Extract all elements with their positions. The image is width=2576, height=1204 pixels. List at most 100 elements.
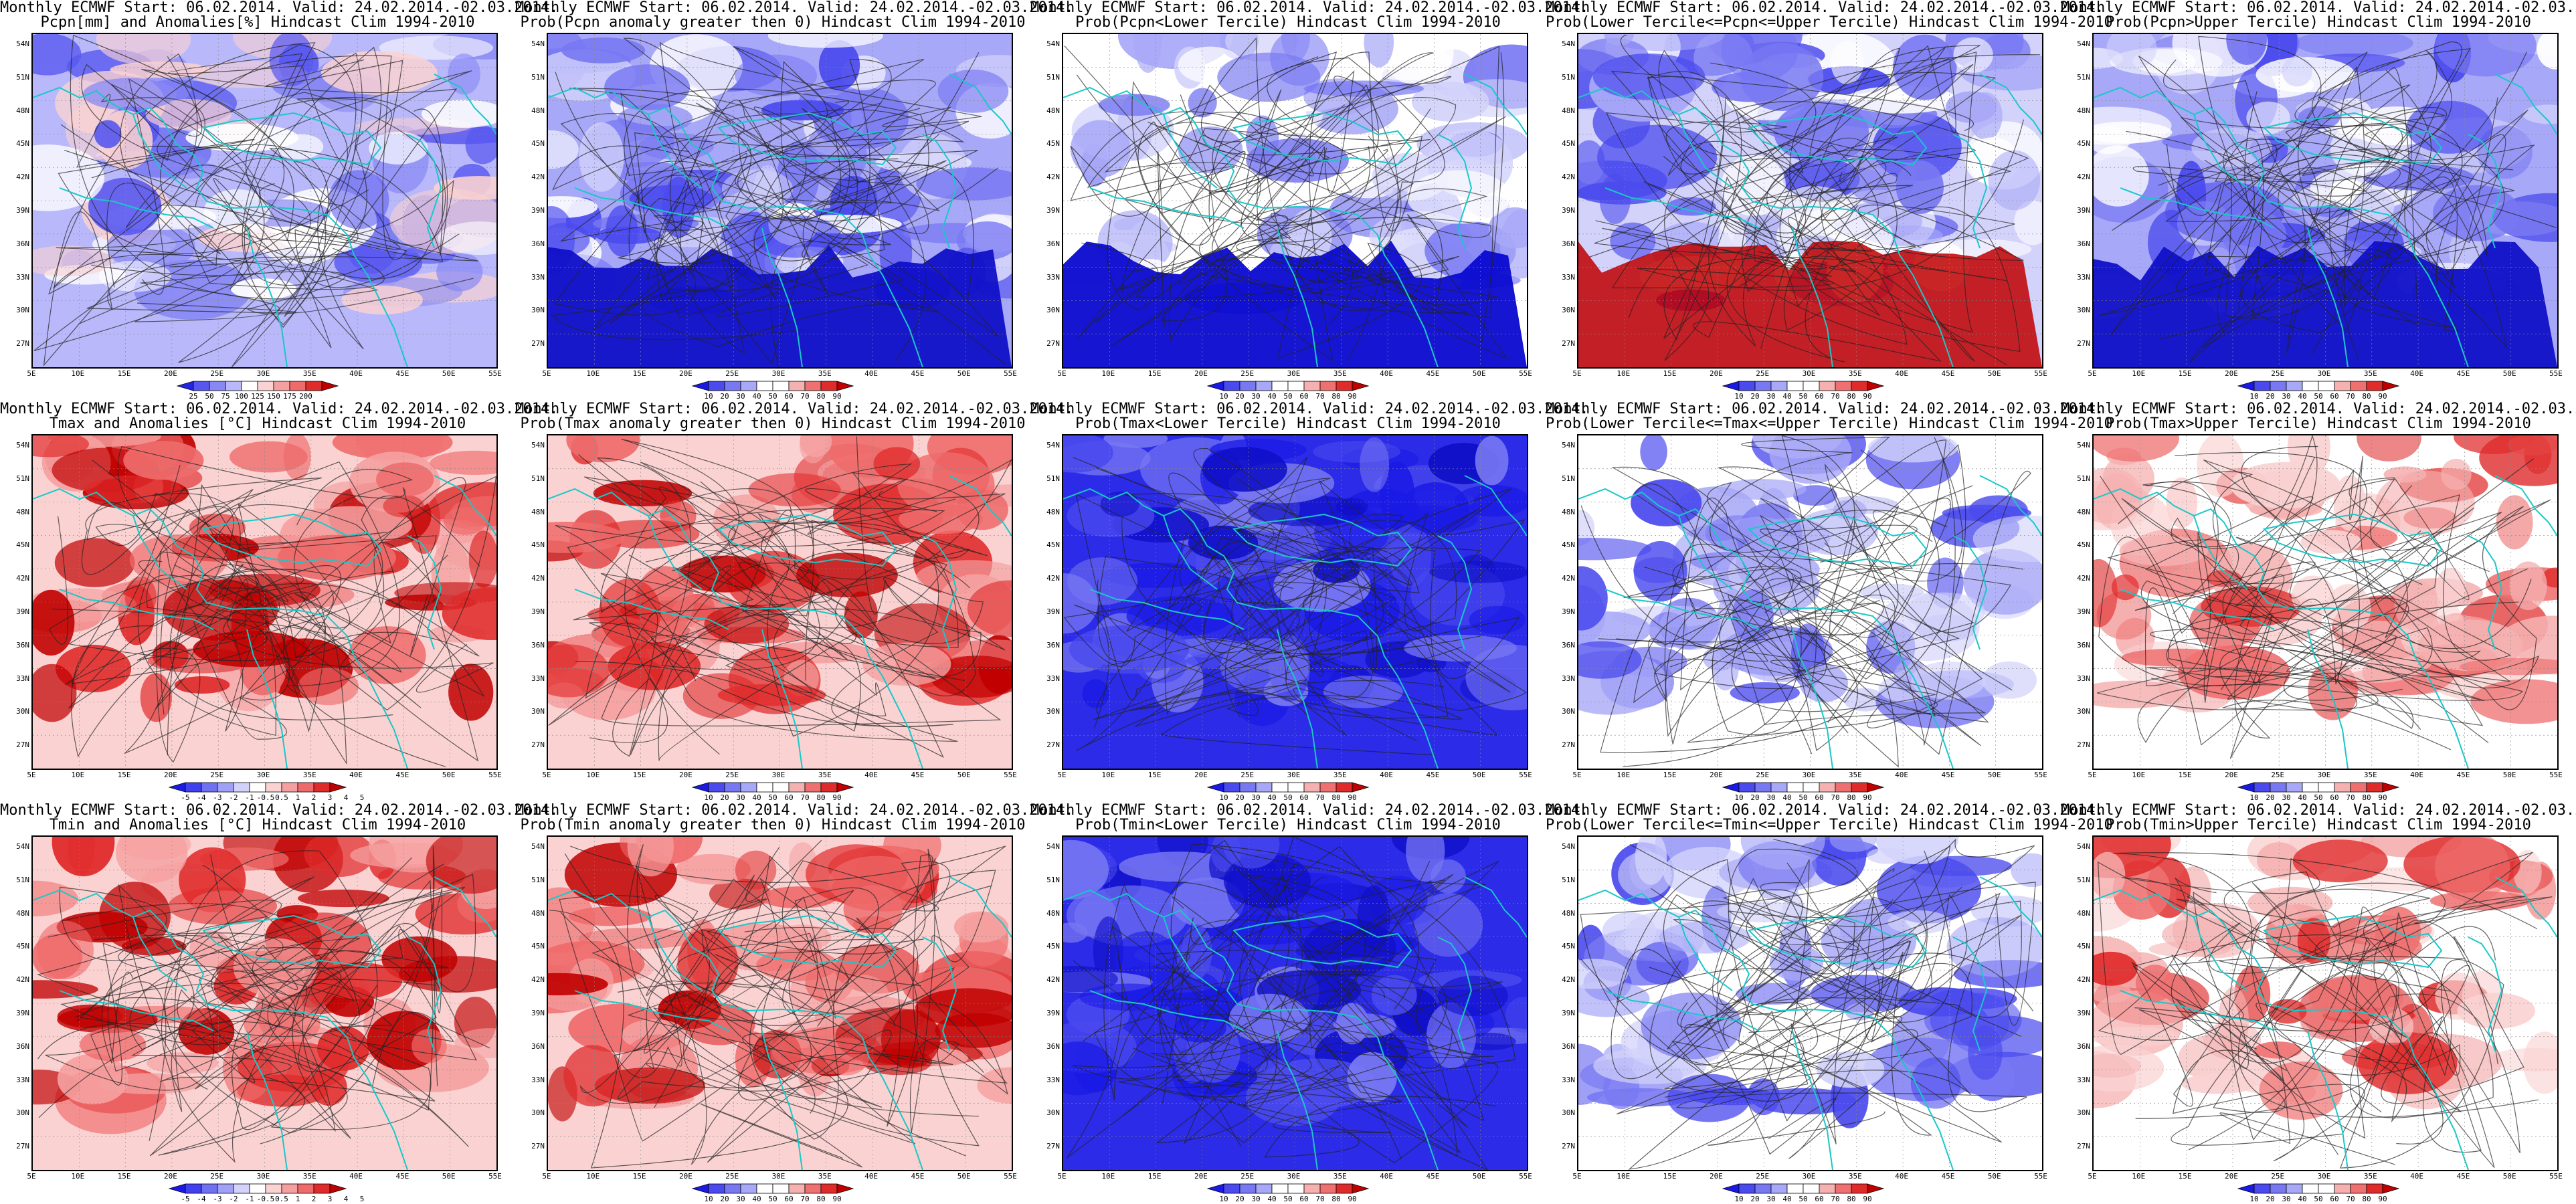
lat-tick-label: 36N	[1046, 239, 1060, 248]
colorbar-label: 20	[1750, 392, 1760, 401]
panel-title-line1: Monthly ECMWF Start: 06.02.2014. Valid: …	[1546, 0, 2104, 16]
colorbar-swatch	[2286, 1183, 2303, 1194]
lon-tick-label: 40E	[2410, 1172, 2424, 1181]
lat-tick-label: 45N	[1046, 540, 1060, 550]
lon-tick-label: 55E	[1519, 771, 1532, 779]
colorbar-swatch	[772, 1183, 790, 1194]
lon-tick-label: 45E	[395, 1172, 409, 1181]
lon-tick-label: 20E	[1194, 771, 1208, 779]
colorbar-swatch	[2382, 1183, 2400, 1194]
lon-tick-label: 45E	[911, 369, 925, 378]
lon-tick-label: 10E	[1101, 1172, 1115, 1181]
lon-tick-label: 40E	[349, 771, 363, 779]
colorbar-label: 40	[2298, 392, 2307, 401]
lon-tick-label: 35E	[302, 1172, 316, 1181]
colorbar-label: 30	[736, 1195, 745, 1203]
colorbar-label: 30	[2282, 793, 2291, 802]
lon-tick-label: 30E	[1802, 369, 1816, 378]
map-plot	[1578, 34, 2042, 367]
colorbar-label: 100	[235, 392, 248, 401]
lat-tick-label: 27N	[1562, 740, 1575, 750]
lon-tick-label: 15E	[632, 771, 646, 779]
colorbar-swatch	[185, 1183, 202, 1194]
colorbar-swatch	[1803, 782, 1820, 793]
colorbar-label: 90	[832, 1195, 842, 1203]
lon-tick-label: 55E	[2034, 369, 2047, 378]
lon-tick-label: 55E	[1519, 1172, 1532, 1181]
lon-tick-label: 10E	[2132, 1172, 2146, 1181]
colorbar-swatch	[740, 782, 757, 793]
colorbar-wrap	[682, 381, 863, 391]
lat-tick-label: 39N	[16, 1009, 29, 1017]
lon-tick-label: 45E	[1426, 771, 1440, 779]
lat-tick-label: 45N	[16, 540, 29, 550]
forecast-panel: Monthly ECMWF Start: 06.02.2014. Valid: …	[515, 0, 1073, 401]
lat-tick-label: 33N	[1046, 1075, 1060, 1084]
colorbar-label: 90	[1348, 793, 1357, 802]
colorbar-label: 40	[752, 793, 761, 802]
panel-title-line2: Prob(Pcpn anomaly greater then 0) Hindca…	[520, 14, 1026, 31]
lat-tick-label: 51N	[16, 474, 29, 483]
colorbar-label: 50	[768, 1195, 777, 1203]
lon-tick-label: 35E	[1333, 369, 1347, 378]
lat-tick-label: 45N	[531, 540, 545, 550]
lon-tick-label: 35E	[2363, 771, 2377, 779]
colorbar-label: 0.5	[275, 1195, 288, 1203]
lat-tick-label: 27N	[16, 740, 29, 750]
lon-tick-label: 15E	[117, 771, 131, 779]
panel-title-line2: Prob(Lower Tercile<=Tmax<=Upper Tercile)…	[1546, 415, 2113, 432]
colorbar-swatch	[740, 1183, 757, 1194]
panel-title-line1: Monthly ECMWF Start: 06.02.2014. Valid: …	[1030, 0, 1589, 16]
lat-tick-label: 45N	[16, 942, 29, 951]
lat-tick-label: 36N	[2077, 239, 2090, 248]
colorbar-label: 50	[205, 392, 214, 401]
colorbar-swatch	[313, 1183, 331, 1194]
lat-tick-label: 39N	[1046, 206, 1060, 215]
lat-tick-label: 33N	[16, 674, 29, 683]
lat-tick-label: 51N	[2077, 474, 2090, 483]
colorbar-swatch	[168, 782, 186, 793]
map-area	[2092, 835, 2559, 1171]
colorbar-wrap	[2228, 381, 2409, 391]
lon-tick-label: 25E	[1756, 369, 1770, 378]
colorbar-label: 90	[1863, 793, 1872, 802]
colorbar-label: 70	[2346, 793, 2355, 802]
lat-tick-label: 48N	[531, 507, 545, 516]
colorbar-swatch	[321, 381, 339, 391]
panel-title-line1: Monthly ECMWF Start: 06.02.2014. Valid: …	[0, 802, 559, 819]
lat-tick-label: 33N	[1562, 272, 1575, 282]
colorbar-label: 40	[2298, 793, 2307, 802]
colorbar-label: 1	[295, 1195, 300, 1203]
lat-tick-label: 42N	[531, 975, 545, 985]
lat-tick-label: 30N	[531, 707, 545, 716]
colorbar-swatch	[820, 1183, 838, 1194]
forecast-panel: Monthly ECMWF Start: 06.02.2014. Valid: …	[0, 802, 559, 1204]
colorbar-swatch	[217, 782, 234, 793]
lon-tick-label: 30E	[1802, 771, 1816, 779]
lon-tick-label: 35E	[2363, 1172, 2377, 1181]
colorbar-label: 1	[295, 793, 300, 802]
colorbar-label: 10	[2249, 392, 2259, 401]
lon-tick-label: 5E	[2088, 771, 2097, 779]
lon-tick-label: 5E	[1057, 1172, 1067, 1181]
colorbar-swatch	[1770, 782, 1788, 793]
colorbar-swatch	[281, 1183, 298, 1194]
colorbar-label: 10	[704, 793, 713, 802]
lat-tick-label: 39N	[531, 206, 545, 215]
lon-tick-label: 10E	[1101, 771, 1115, 779]
colorbar-label: 40	[2298, 1195, 2307, 1203]
colorbar-swatch	[1786, 1183, 1804, 1194]
colorbar-label: -1	[245, 793, 254, 802]
lat-tick-label: 39N	[16, 607, 29, 616]
colorbar-label: 80	[2362, 392, 2371, 401]
lat-tick-label: 42N	[2077, 173, 2090, 182]
forecast-panel: Monthly ECMWF Start: 06.02.2014. Valid: …	[2061, 401, 2576, 803]
colorbar-label: 75	[221, 392, 230, 401]
colorbar-label: 80	[2362, 793, 2371, 802]
lon-tick-label: 40E	[2410, 771, 2424, 779]
lon-tick-label: 5E	[2088, 1172, 2097, 1181]
colorbar-label: 40	[752, 392, 761, 401]
lon-tick-label: 20E	[2224, 771, 2238, 779]
colorbar-swatch	[2237, 381, 2255, 391]
lon-tick-label: 40E	[1380, 369, 1394, 378]
